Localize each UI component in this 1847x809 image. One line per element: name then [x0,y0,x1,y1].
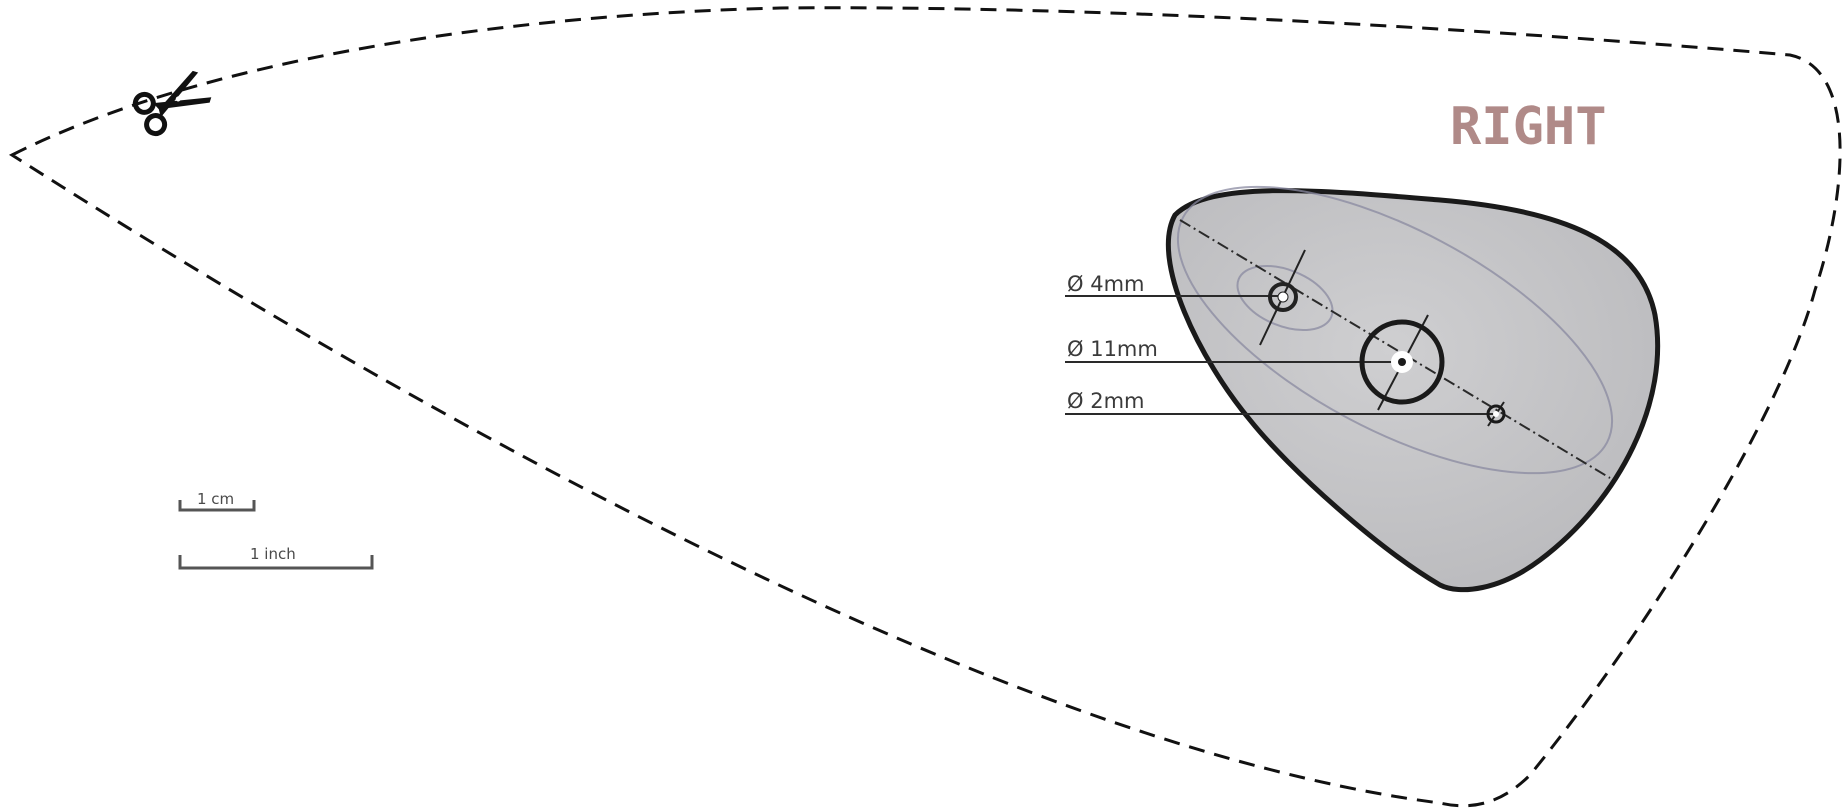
pad-shape [1165,188,1661,593]
scale-bar-inch [178,555,374,570]
side-label: RIGHT [1450,97,1607,157]
scale-bar-cm [178,500,256,512]
scale-label-cm: 1 cm [197,490,234,508]
hole-label-2mm: Ø 2mm [1067,389,1144,413]
hole-label-11mm: Ø 11mm [1067,337,1158,361]
scale-label-inch: 1 inch [250,545,296,563]
pad-axis-line [1179,219,1611,479]
hole-label-4mm: Ø 4mm [1067,272,1144,296]
hole-4mm [1259,249,1306,346]
hole-2mm [1486,401,1506,427]
hole-11mm [1359,314,1445,411]
outer-guide-ellipse [1176,185,1614,475]
scissors-icon [132,70,212,137]
cut-line [8,6,1842,808]
